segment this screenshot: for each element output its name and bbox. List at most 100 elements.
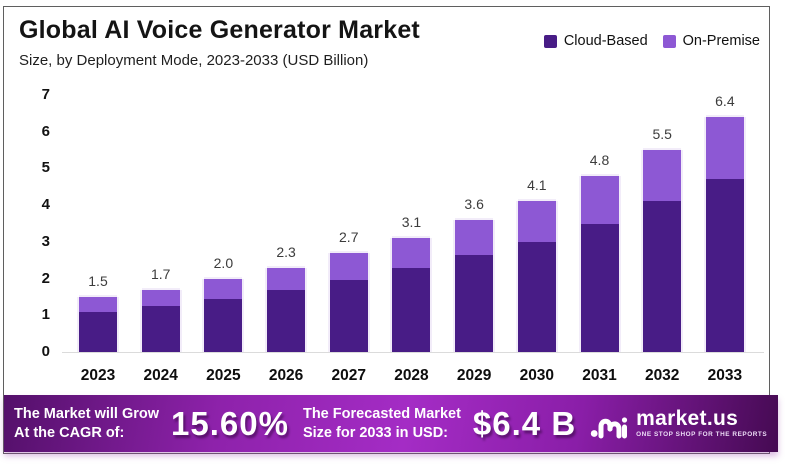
market-us-logo-icon (590, 416, 628, 438)
bar-column-2029: 3.6 2029 (455, 95, 494, 384)
bars-area: 1.5 2023 1.7 2024 2.0 2025 2.3 2026 2.7 2027 3.1 20… (79, 93, 744, 384)
bar-total-label: 2.7 (339, 228, 359, 245)
cagr-label-line2: At the CAGR of: (14, 424, 125, 441)
stacked-bar (705, 117, 744, 352)
cloud-based-segment (329, 280, 368, 352)
bar-total-label: 3.1 (401, 214, 422, 231)
legend: Cloud-Based On-Premise (543, 33, 760, 49)
bar-column-2030: 4.1 2030 (517, 95, 556, 384)
y-tick-label: 1 (41, 306, 50, 324)
cagr-label: The Market will Grow At the CAGR of: (14, 405, 159, 443)
y-tick-label: 7 (41, 86, 50, 103)
cloud-based-segment (643, 201, 682, 352)
bar-total-label: 4.8 (589, 151, 610, 168)
x-axis-label: 2023 (80, 367, 116, 384)
x-axis-label: 2031 (582, 367, 617, 384)
stacked-bar (580, 175, 619, 352)
bar-column-2033: 6.4 2033 (705, 93, 744, 384)
x-axis-label: 2033 (707, 367, 743, 384)
bar-column-2027: 2.7 2027 (329, 95, 368, 384)
chart-frame (3, 6, 770, 454)
legend-item-cloud-based: Cloud-Based (543, 33, 648, 49)
x-axis-label: 2026 (268, 367, 304, 384)
banner: The Market will Grow At the CAGR of: 15.… (4, 395, 778, 452)
y-tick-label: 3 (41, 232, 50, 250)
on-premise-segment (204, 278, 243, 299)
bar-column-2026: 2.3 2026 (267, 95, 306, 384)
cloud-based-segment (517, 241, 556, 352)
on-premise-segment (517, 201, 556, 242)
brand-text: market.us ONE STOP SHOP FOR THE REPORTS (636, 408, 767, 438)
legend-label: On-Premise (682, 33, 760, 49)
on-premise-swatch-icon (662, 34, 676, 48)
cloud-based-swatch-icon (543, 34, 557, 48)
y-tick-label: 6 (41, 122, 50, 140)
on-premise-segment (580, 175, 619, 224)
stacked-bar (141, 289, 180, 352)
bar-total-label: 2.3 (276, 243, 296, 260)
page-title: Global AI Voice Generator Market (19, 16, 420, 44)
on-premise-segment (329, 252, 368, 281)
stacked-bar (392, 238, 431, 352)
bar-column-2023: 1.5 2023 (79, 95, 117, 384)
cloud-based-segment (705, 179, 744, 352)
cloud-based-segment (392, 267, 431, 352)
x-axis-label: 2025 (206, 367, 241, 384)
stacked-bar (517, 201, 556, 352)
bar-column-2032: 5.5 2032 (643, 95, 682, 384)
on-premise-segment (267, 267, 306, 290)
stacked-bar (79, 296, 117, 352)
cloud-based-segment (204, 298, 243, 352)
x-axis-line (62, 352, 764, 353)
forecast-label-line1: The Forecasted Market (302, 405, 461, 422)
cloud-based-segment (455, 254, 494, 352)
stacked-bar (267, 267, 306, 352)
x-axis-label: 2032 (644, 367, 680, 384)
bar-column-2024: 1.7 2024 (141, 95, 180, 384)
brand-name: market.us (636, 407, 739, 431)
bar-total-label: 4.1 (527, 177, 547, 194)
cagr-value: 15.60% (171, 404, 289, 442)
cloud-based-segment (580, 223, 619, 352)
on-premise-segment (643, 150, 682, 202)
bar-total-label: 6.4 (715, 93, 735, 110)
brand-logo: market.us ONE STOP SHOP FOR THE REPORTS (590, 408, 767, 440)
stacked-bar (643, 150, 682, 352)
bar-column-2025: 2.0 2025 (204, 95, 243, 384)
y-tick-label: 4 (41, 196, 50, 214)
legend-label: Cloud-Based (563, 33, 648, 49)
on-premise-segment (392, 238, 431, 268)
bar-column-2031: 4.8 2031 (580, 95, 619, 384)
bar-total-label: 1.7 (150, 265, 171, 282)
stacked-bar (204, 278, 243, 352)
bar-total-label: 1.5 (88, 272, 108, 289)
cloud-based-segment (267, 289, 306, 352)
y-tick-label: 5 (41, 159, 50, 177)
on-premise-segment (705, 117, 744, 180)
x-axis-label: 2030 (519, 367, 555, 384)
cloud-based-segment (79, 311, 117, 352)
bar-total-label: 5.5 (652, 126, 672, 143)
page-subtitle: Size, by Deployment Mode, 2023-2033 (USD… (19, 52, 369, 69)
bar-column-2028: 3.1 2028 (392, 95, 431, 384)
cloud-based-segment (141, 306, 180, 352)
stacked-bar (455, 219, 494, 352)
y-tick-label: 2 (41, 269, 50, 287)
x-axis-label: 2027 (331, 367, 366, 384)
stacked-bar (329, 252, 368, 352)
on-premise-segment (455, 219, 494, 255)
brand-tagline: ONE STOP SHOP FOR THE REPORTS (636, 431, 768, 439)
x-axis-label: 2028 (394, 367, 429, 384)
y-tick-label: 0 (41, 343, 50, 360)
bar-total-label: 2.0 (213, 254, 234, 271)
on-premise-segment (79, 296, 117, 312)
legend-item-on-premise: On-Premise (662, 33, 760, 49)
x-axis-label: 2024 (143, 367, 178, 384)
on-premise-segment (141, 289, 180, 307)
bar-total-label: 3.6 (464, 195, 484, 212)
forecast-value: $6.4 B (472, 404, 577, 442)
cagr-label-line1: The Market will Grow (14, 405, 160, 422)
forecast-label-line2: Size for 2033 in USD: (302, 424, 449, 441)
